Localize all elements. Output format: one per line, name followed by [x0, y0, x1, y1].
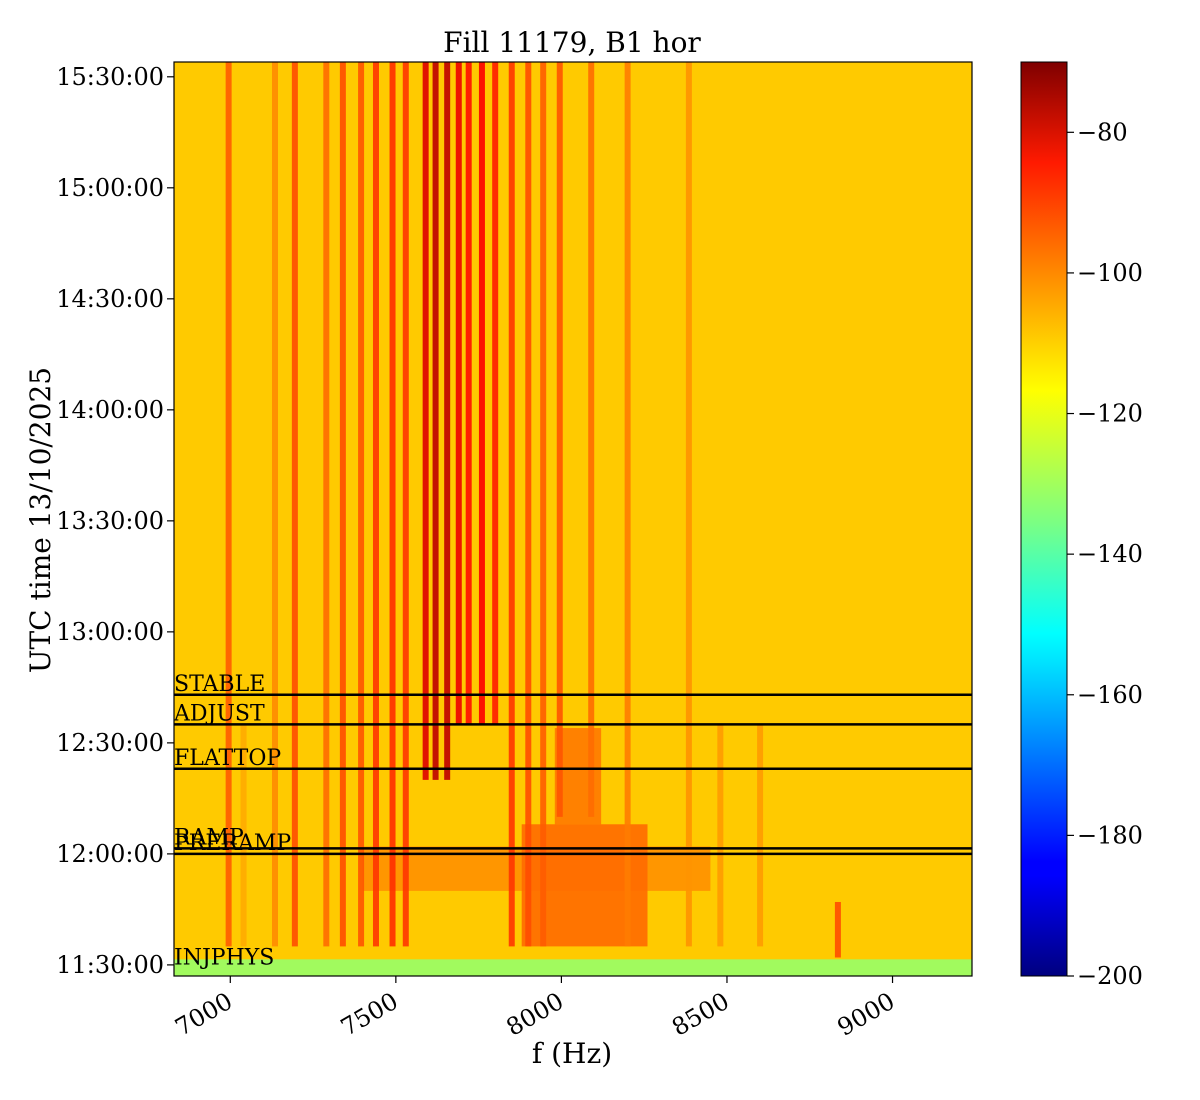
spectral-line — [372, 62, 379, 947]
y-tick-label: 15:30:00 — [56, 63, 164, 91]
y-axis: 11:30:00 12:00:00 12:30:00 13:00:00 13:30:00… — [56, 63, 174, 979]
colorbar-tick-label: −200 — [1077, 962, 1143, 990]
y-tick-label: 13:30:00 — [56, 507, 164, 535]
spectral-line — [685, 62, 692, 947]
mode-label: INJPHYS — [174, 946, 274, 971]
colorbar-gradient — [1020, 61, 1068, 977]
spectral-line — [339, 62, 346, 947]
x-tick-label: 9000 — [833, 987, 900, 1042]
mode-label: PRERAMP — [174, 831, 291, 856]
x-tick-label: 8000 — [502, 987, 569, 1042]
y-tick-label: 13:00:00 — [56, 618, 164, 646]
colorbar-tick-label: −160 — [1077, 681, 1143, 709]
plot-frame — [173, 61, 973, 977]
spectral-line — [492, 62, 499, 725]
colorbar-tick-label: −180 — [1077, 821, 1143, 849]
spectral-line — [478, 62, 485, 725]
x-tick-label: 7000 — [170, 987, 237, 1042]
spectral-line — [323, 62, 330, 947]
y-tick-label: 15:00:00 — [56, 174, 164, 202]
spectral-line — [291, 62, 298, 947]
low-level-band — [174, 959, 972, 976]
spectral-line — [508, 62, 515, 947]
y-axis-title: UTC time 13/10/2025 — [24, 367, 57, 673]
x-tick-label: 8500 — [667, 987, 734, 1042]
spectral-line — [834, 901, 841, 958]
mode-label: RAMP — [174, 825, 244, 850]
spectral-line — [624, 62, 631, 947]
spectral-line — [271, 62, 278, 947]
mode-label: ADJUST — [173, 701, 265, 726]
spectral-line — [525, 62, 532, 947]
spectral-line — [225, 62, 232, 947]
spectral-line — [432, 62, 439, 780]
colorbar-ticks: −80 −100 −120 −140 −160 −180 −200 — [1067, 118, 1143, 990]
spectral-lines — [225, 62, 841, 958]
spectral-line — [240, 724, 247, 947]
spectral-line — [444, 62, 451, 780]
x-tick-label: 7500 — [336, 987, 403, 1042]
spectral-line — [389, 62, 396, 947]
y-tick-label: 14:00:00 — [56, 396, 164, 424]
colorbar: −80 −100 −120 −140 −160 −180 −200 — [1020, 61, 1143, 990]
spectral-line — [455, 62, 462, 725]
colorbar-tick-label: −140 — [1077, 540, 1143, 568]
spectral-line — [540, 62, 547, 947]
y-tick-label: 12:00:00 — [56, 840, 164, 868]
spectral-line — [465, 62, 472, 725]
spectral-line — [358, 62, 365, 947]
chart-title: Fill 11179, B1 hor — [443, 26, 701, 59]
x-axis: 7000 7500 8000 8500 9000 — [170, 976, 900, 1042]
y-tick-label: 11:30:00 — [56, 951, 164, 979]
x-axis-title: f (Hz) — [532, 1037, 612, 1070]
spectral-line — [717, 724, 724, 947]
mode-label: STABLE — [174, 672, 265, 697]
spectral-line — [757, 724, 764, 947]
colorbar-tick-label: −80 — [1077, 118, 1128, 146]
spectral-line — [588, 62, 595, 817]
colorbar-tick-label: −120 — [1077, 400, 1143, 428]
spectral-line — [556, 62, 563, 817]
mode-label: FLATTOP — [174, 746, 281, 771]
y-tick-label: 14:30:00 — [56, 285, 164, 313]
colorbar-tick-label: −100 — [1077, 259, 1143, 287]
y-tick-label: 12:30:00 — [56, 729, 164, 757]
spectral-line — [402, 62, 409, 947]
spectral-line — [422, 62, 429, 780]
